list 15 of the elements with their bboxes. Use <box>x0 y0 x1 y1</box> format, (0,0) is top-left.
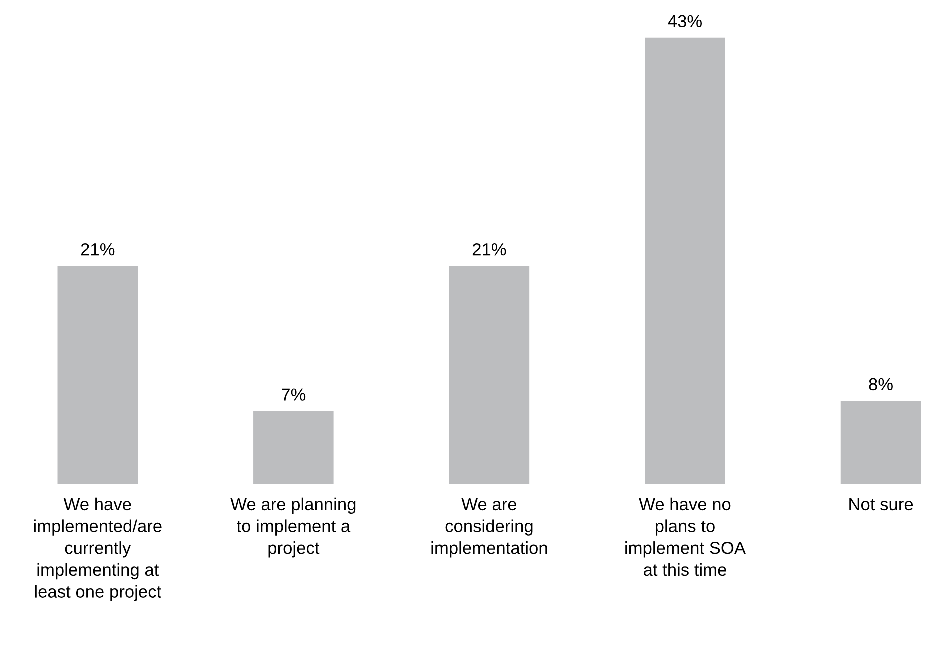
bar <box>840 400 922 484</box>
data-label: 43% <box>668 15 702 28</box>
x-tick-label: We have no plans to implement SOA at this time <box>626 498 746 576</box>
bar <box>449 266 530 484</box>
data-label: 21% <box>81 243 115 256</box>
bar <box>58 266 138 484</box>
x-tick-label: Not sure <box>850 498 914 511</box>
data-label: 7% <box>282 388 306 401</box>
x-tick-label: We have implemented/are currently implementing at least one project <box>34 498 162 602</box>
x-tick-label: We are considering implementation <box>432 498 548 558</box>
data-label: 8% <box>869 378 893 391</box>
x-tick-label: We are planning to implement a project <box>230 498 356 558</box>
data-label: 21% <box>472 243 506 256</box>
bar <box>645 38 726 484</box>
bar <box>254 411 334 484</box>
